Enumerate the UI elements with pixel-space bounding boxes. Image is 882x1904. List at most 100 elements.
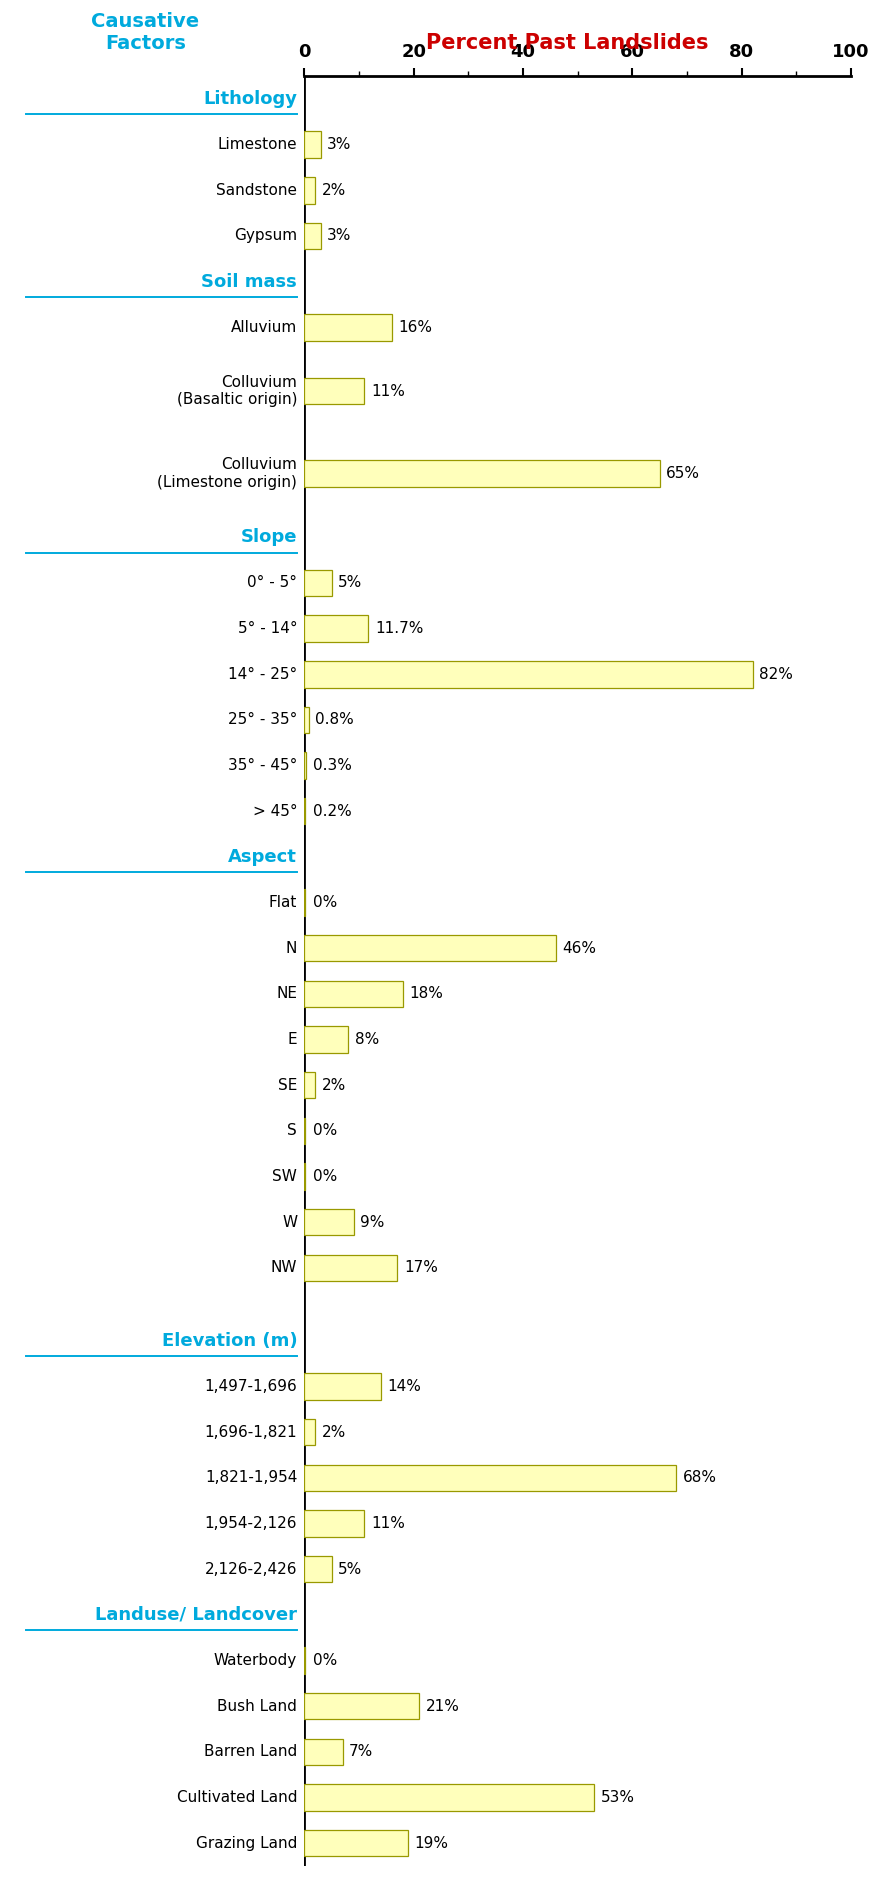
- Bar: [304, 1418, 315, 1445]
- Text: 0%: 0%: [313, 1653, 337, 1668]
- Text: SE: SE: [278, 1078, 297, 1093]
- Text: 14° - 25°: 14° - 25°: [228, 666, 297, 682]
- Text: 25° - 35°: 25° - 35°: [228, 712, 297, 727]
- Text: > 45°: > 45°: [252, 803, 297, 819]
- Text: 2%: 2%: [322, 183, 346, 198]
- Bar: [304, 1072, 315, 1099]
- Text: N: N: [286, 941, 297, 956]
- Text: 0.3%: 0.3%: [313, 758, 352, 773]
- Text: Flat: Flat: [269, 895, 297, 910]
- Text: 8%: 8%: [355, 1032, 379, 1047]
- Bar: [304, 177, 315, 204]
- Bar: [304, 706, 309, 733]
- Text: SW: SW: [273, 1169, 297, 1184]
- Text: Soil mass: Soil mass: [201, 272, 297, 291]
- Bar: [304, 889, 305, 916]
- Text: 35° - 45°: 35° - 45°: [228, 758, 297, 773]
- Bar: [304, 1255, 397, 1281]
- Text: 53%: 53%: [601, 1790, 635, 1805]
- Text: Limestone: Limestone: [218, 137, 297, 152]
- Text: 2%: 2%: [322, 1424, 346, 1439]
- Bar: [304, 935, 556, 962]
- Text: Elevation (m): Elevation (m): [161, 1333, 297, 1350]
- Bar: [304, 1510, 364, 1537]
- Text: Bush Land: Bush Land: [217, 1698, 297, 1714]
- Text: 0.8%: 0.8%: [315, 712, 354, 727]
- Text: 5° - 14°: 5° - 14°: [237, 621, 297, 636]
- Text: 17%: 17%: [404, 1260, 437, 1276]
- Text: 1,696-1,821: 1,696-1,821: [205, 1424, 297, 1439]
- Text: 11%: 11%: [371, 385, 405, 398]
- Text: 2,126-2,426: 2,126-2,426: [205, 1561, 297, 1577]
- Text: 19%: 19%: [415, 1835, 449, 1851]
- Text: Waterbody: Waterbody: [214, 1653, 297, 1668]
- Text: 1,954-2,126: 1,954-2,126: [205, 1516, 297, 1531]
- Text: NE: NE: [276, 986, 297, 1002]
- Bar: [304, 1556, 332, 1582]
- Text: Aspect: Aspect: [228, 847, 297, 866]
- Bar: [304, 1464, 676, 1491]
- Text: Slope: Slope: [241, 527, 297, 546]
- Text: 5%: 5%: [338, 575, 363, 590]
- Bar: [304, 1163, 305, 1190]
- Text: Gypsum: Gypsum: [234, 228, 297, 244]
- Text: 1,497-1,696: 1,497-1,696: [205, 1378, 297, 1394]
- Text: 16%: 16%: [399, 320, 432, 335]
- Bar: [304, 1784, 594, 1811]
- Bar: [304, 1647, 305, 1674]
- Bar: [304, 1026, 348, 1053]
- Text: Causative
Factors: Causative Factors: [92, 11, 199, 53]
- Text: 11%: 11%: [371, 1516, 405, 1531]
- Text: 65%: 65%: [666, 466, 700, 482]
- Text: 3%: 3%: [327, 228, 352, 244]
- Text: 5%: 5%: [338, 1561, 363, 1577]
- Text: 21%: 21%: [426, 1698, 460, 1714]
- Text: Alluvium: Alluvium: [231, 320, 297, 335]
- Text: 68%: 68%: [683, 1470, 717, 1485]
- Bar: [304, 314, 392, 341]
- Text: 0° - 5°: 0° - 5°: [247, 575, 297, 590]
- Text: 1,821-1,954: 1,821-1,954: [205, 1470, 297, 1485]
- Bar: [304, 1830, 408, 1856]
- Bar: [304, 379, 364, 404]
- Text: NW: NW: [271, 1260, 297, 1276]
- Bar: [304, 461, 660, 487]
- Text: Grazing Land: Grazing Land: [196, 1835, 297, 1851]
- Bar: [304, 1693, 419, 1719]
- Text: Colluvium
(Basaltic origin): Colluvium (Basaltic origin): [176, 375, 297, 407]
- Text: 9%: 9%: [360, 1215, 385, 1230]
- Text: Lithology: Lithology: [203, 89, 297, 109]
- Text: 0.2%: 0.2%: [313, 803, 352, 819]
- Text: Colluvium
(Limestone origin): Colluvium (Limestone origin): [157, 457, 297, 489]
- Bar: [304, 1373, 381, 1399]
- Bar: [304, 981, 403, 1007]
- Text: S: S: [288, 1123, 297, 1139]
- Text: 0%: 0%: [313, 895, 337, 910]
- Text: 82%: 82%: [759, 666, 793, 682]
- Text: E: E: [288, 1032, 297, 1047]
- Text: 14%: 14%: [387, 1378, 422, 1394]
- Text: Cultivated Land: Cultivated Land: [176, 1790, 297, 1805]
- Text: Sandstone: Sandstone: [216, 183, 297, 198]
- Text: 2%: 2%: [322, 1078, 346, 1093]
- Text: Barren Land: Barren Land: [204, 1744, 297, 1759]
- Bar: [304, 1738, 342, 1765]
- Bar: [304, 131, 321, 158]
- Text: 0%: 0%: [313, 1123, 337, 1139]
- Bar: [304, 752, 306, 779]
- Bar: [304, 223, 321, 249]
- Text: 11.7%: 11.7%: [375, 621, 423, 636]
- Bar: [304, 798, 305, 824]
- Text: 46%: 46%: [563, 941, 596, 956]
- Bar: [304, 661, 752, 687]
- Text: Percent Past Landslides: Percent Past Landslides: [425, 32, 708, 53]
- Text: 7%: 7%: [349, 1744, 373, 1759]
- Bar: [304, 1209, 354, 1236]
- Text: Landuse/ Landcover: Landuse/ Landcover: [95, 1605, 297, 1624]
- Text: 0%: 0%: [313, 1169, 337, 1184]
- Bar: [304, 615, 369, 642]
- Text: 18%: 18%: [409, 986, 443, 1002]
- Text: 3%: 3%: [327, 137, 352, 152]
- Bar: [304, 1118, 305, 1144]
- Text: W: W: [282, 1215, 297, 1230]
